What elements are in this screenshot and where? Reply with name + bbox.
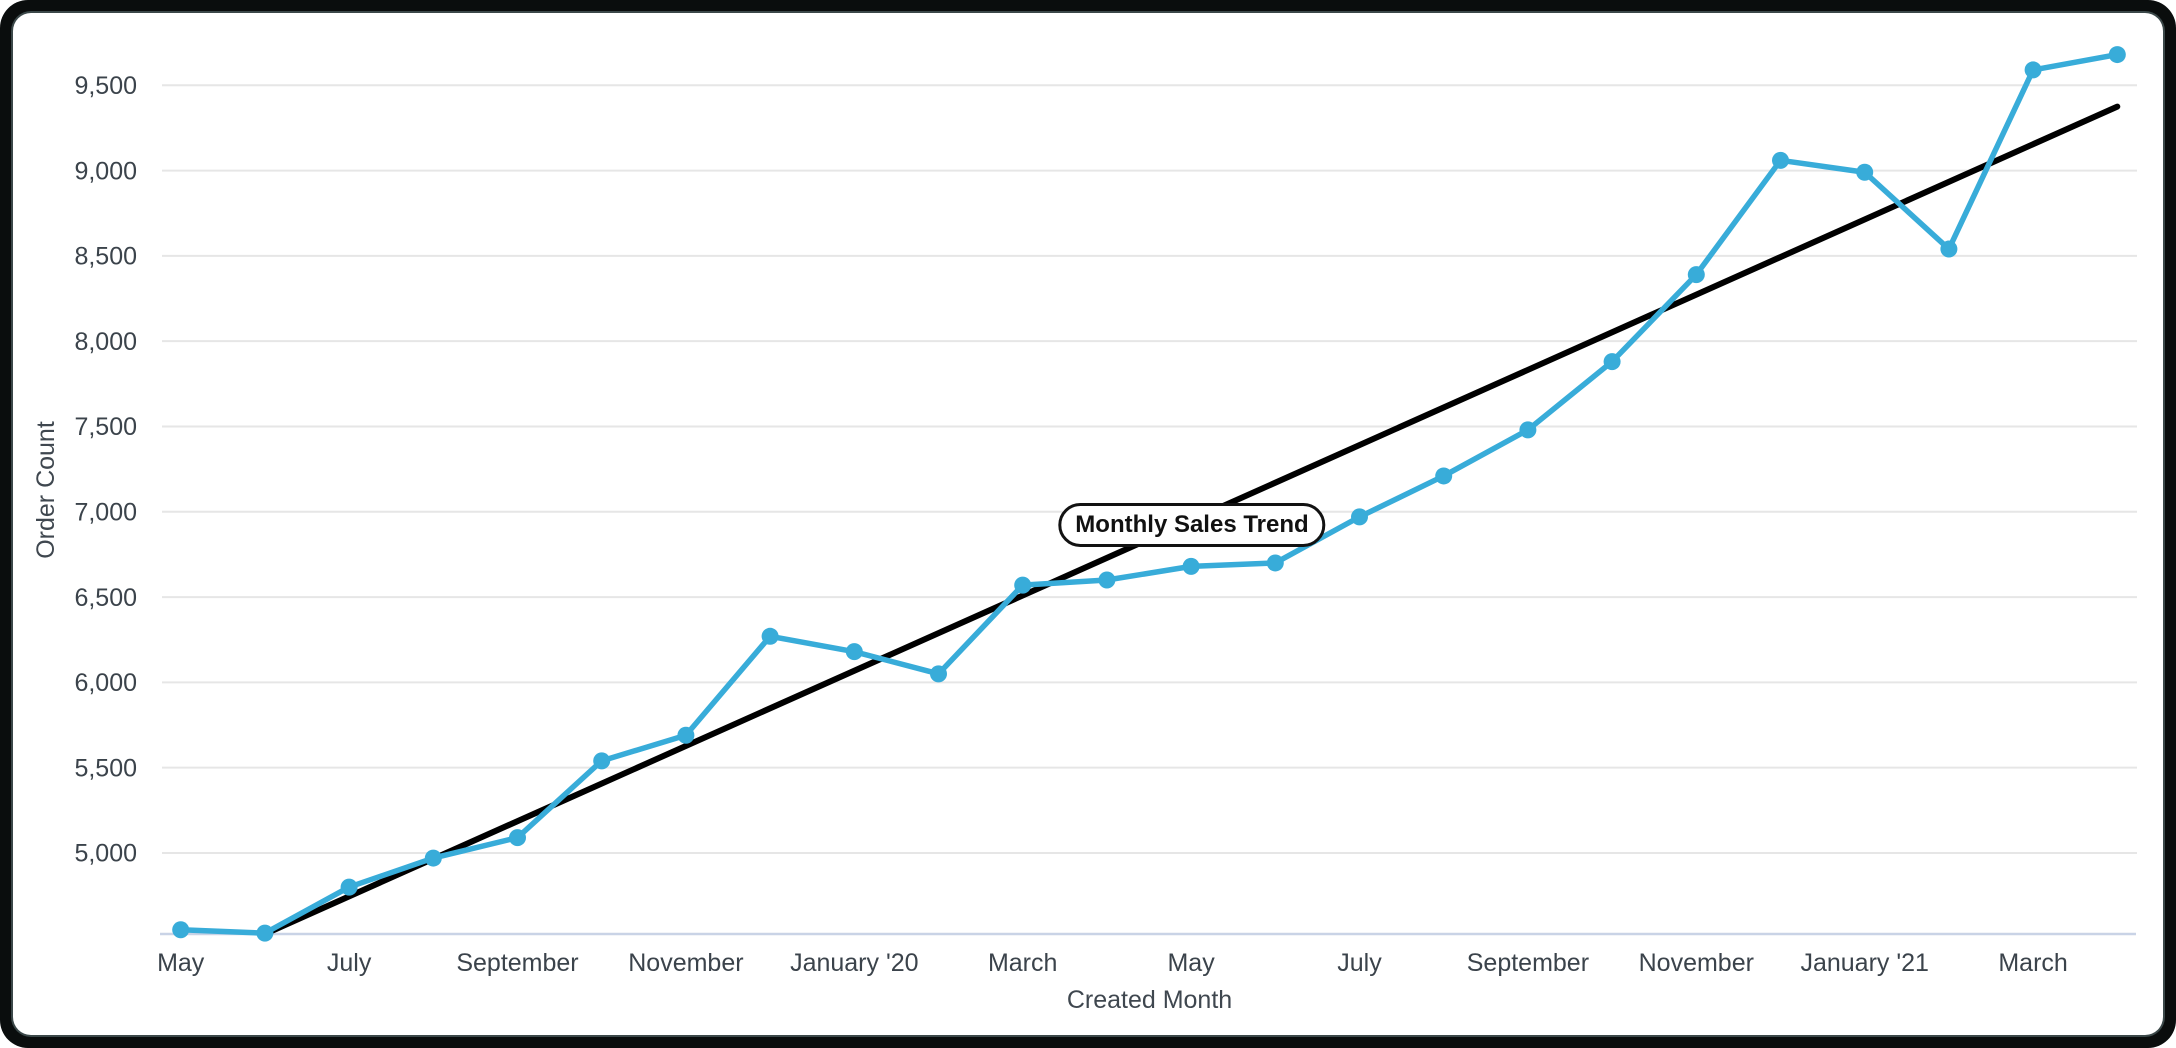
chart-card: 5,000 5,500 6,000 6,500 7,000 7,500 8,000 8,500… [13, 13, 2163, 1035]
data-point-marker[interactable] [1940, 240, 1958, 258]
data-point-marker[interactable] [1772, 151, 1789, 169]
trend-annotation-label: Monthly Sales Trend [1058, 503, 1326, 547]
data-point-marker[interactable] [1435, 467, 1453, 485]
data-point-marker[interactable] [424, 849, 442, 867]
y-tick-label: 9,500 [74, 72, 137, 100]
data-point-marker[interactable] [1266, 554, 1284, 572]
data-point-marker[interactable] [1603, 353, 1621, 371]
y-tick-label: 8,000 [74, 328, 137, 356]
data-point-marker[interactable] [761, 627, 779, 645]
data-point-marker[interactable] [340, 878, 358, 896]
x-tick-label: September [456, 949, 578, 977]
data-point-marker[interactable] [2108, 46, 2126, 64]
data-point-marker[interactable] [845, 643, 863, 661]
y-tick-label: 9,000 [74, 157, 137, 185]
data-point-marker[interactable] [930, 665, 947, 683]
data-point-marker[interactable] [1519, 421, 1537, 439]
data-point-marker[interactable] [2024, 61, 2042, 79]
x-tick-label: July [1337, 949, 1382, 977]
x-tick-label: September [1467, 949, 1589, 977]
x-tick-label: November [628, 949, 743, 977]
x-tick-label: May [157, 949, 205, 977]
y-tick-label: 5,000 [74, 840, 137, 868]
data-point-marker[interactable] [1182, 557, 1200, 575]
y-tick-label: 5,500 [74, 754, 137, 782]
data-point-marker[interactable] [593, 752, 611, 770]
data-point-marker[interactable] [1014, 576, 1032, 594]
data-point-marker[interactable] [509, 829, 526, 847]
data-point-marker[interactable] [256, 924, 274, 942]
data-point-marker[interactable] [677, 726, 695, 744]
data-point-marker[interactable] [1856, 163, 1874, 181]
x-tick-label: November [1639, 949, 1754, 977]
x-tick-label: May [1167, 949, 1215, 977]
x-tick-label: July [327, 949, 372, 977]
y-tick-label: 8,500 [74, 243, 137, 271]
x-axis-title: Created Month [1066, 986, 1233, 1014]
y-tick-label: 7,000 [74, 499, 137, 527]
series-line [177, 51, 2121, 936]
y-tick-label: 7,500 [74, 413, 137, 441]
x-tick-label: January '21 [1800, 949, 1928, 977]
y-tick-label: 6,000 [74, 669, 137, 697]
data-point-marker[interactable] [1098, 571, 1116, 589]
x-tick-label: January '20 [790, 949, 918, 977]
x-tick-label: March [1998, 949, 2067, 977]
line-chart: 5,000 5,500 6,000 6,500 7,000 7,500 8,000 8,500… [74, 46, 2137, 977]
y-tick-label: 6,500 [74, 584, 137, 612]
x-tick-label: March [988, 949, 1057, 977]
y-axis-title: Order Count [32, 421, 60, 559]
data-point-marker[interactable] [1351, 508, 1368, 526]
data-point-marker[interactable] [172, 921, 190, 939]
data-point-marker[interactable] [1687, 266, 1705, 284]
